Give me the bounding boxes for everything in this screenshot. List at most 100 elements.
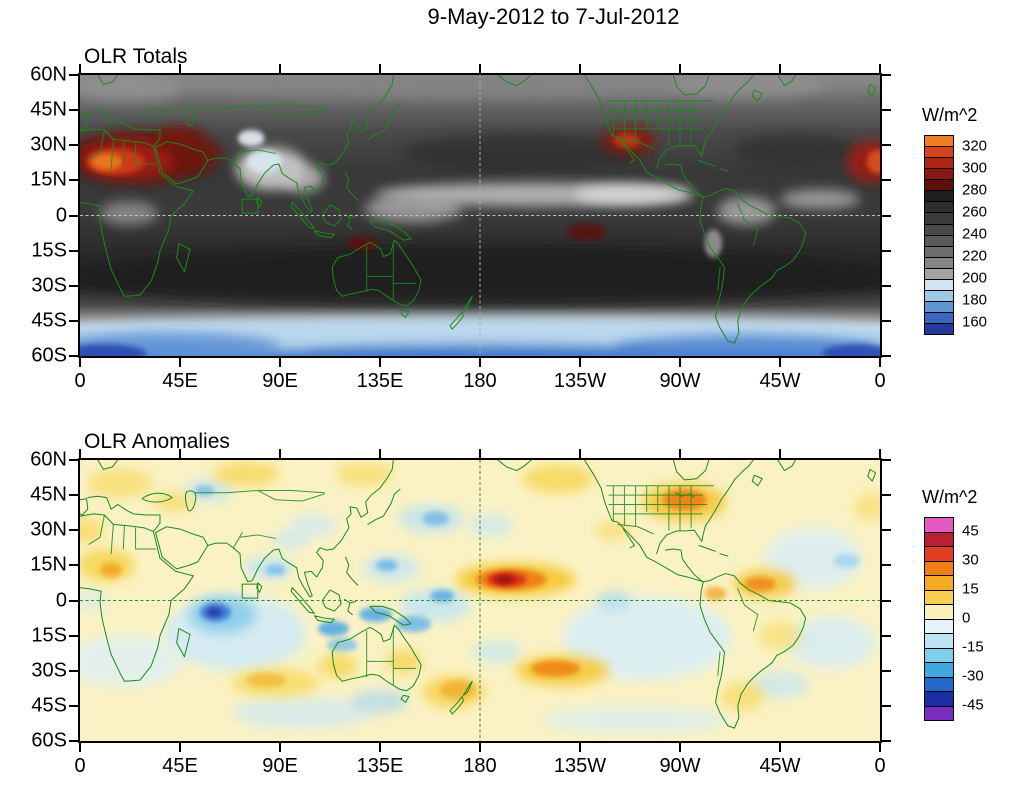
colorbar-box [925, 300, 953, 312]
axis-tick [79, 358, 81, 367]
map-anomalies [69, 449, 891, 752]
colorbar-box [925, 518, 953, 532]
colorbar-tick-label: 240 [962, 225, 988, 243]
colorbar-boxes [924, 517, 954, 721]
axis-tick [279, 64, 281, 73]
colorbar-box [925, 190, 953, 202]
panel-olr-anomalies: OLR Anomalies [0, 429, 1027, 788]
axis-tick [882, 634, 891, 637]
colorbar-tick-label: 15 [962, 580, 979, 598]
colorbar-box [925, 223, 953, 235]
colorbar-box [925, 618, 953, 633]
map-anomalies-svg [80, 460, 880, 741]
lon-tick-label: 90E [262, 370, 298, 392]
colorbar-box [925, 705, 953, 720]
panel-title-anomalies: OLR Anomalies [84, 430, 230, 453]
colorbar-tick-label: 180 [962, 291, 988, 309]
colorbar-box [925, 201, 953, 213]
colorbar-tick-label: 260 [962, 203, 988, 221]
axis-tick [882, 564, 891, 567]
colorbar-tick-label: 320 [962, 137, 988, 155]
lon-tick-label: 90W [659, 755, 701, 777]
axis-tick [882, 529, 891, 532]
lat-tick-label: 60S [31, 729, 67, 752]
axis-tick [79, 743, 81, 752]
colorbar-anomalies: W/m^2 45 30 15 0 -15 -30 -45 [920, 487, 1024, 747]
lat-axis: 60N 45N 30N 15N 0 15S 30S 45S 60S [0, 64, 71, 367]
axis-tick [679, 64, 681, 73]
colorbar-box [925, 289, 953, 301]
axis-tick [79, 449, 81, 458]
colorbar-tick-label: 45 [962, 522, 979, 540]
axis-tick [882, 284, 891, 287]
axis-tick [882, 319, 891, 322]
lon-tick-label: 45W [759, 755, 801, 777]
axis-tick [179, 358, 181, 367]
axis-tick [879, 743, 881, 752]
graticule [80, 75, 880, 356]
lat-tick-label: 60N [30, 63, 67, 86]
axis-tick [279, 449, 281, 458]
colorbar-box [925, 691, 953, 706]
axis-tick [579, 449, 581, 458]
colorbar-box [925, 157, 953, 169]
axis-tick [882, 599, 891, 602]
colorbar-tick-label: 220 [962, 247, 988, 265]
axis-tick [879, 449, 881, 458]
lat-tick-label: 15N [30, 168, 67, 191]
axis-tick [479, 449, 481, 458]
colorbar-box [925, 278, 953, 290]
lon-tick-label: 45E [162, 370, 198, 392]
colorbar-box [925, 531, 953, 546]
axis-tick [379, 64, 381, 73]
lon-axis: 0 45E 90E 135E 180 135W 90W 45W 0 [74, 370, 885, 396]
axis-tick [679, 358, 681, 367]
lat-tick-label: 0 [55, 589, 67, 611]
lat-tick-label: 45S [31, 694, 67, 717]
region-marker-box [242, 584, 258, 598]
axis-tick [779, 743, 781, 752]
lon-axis: 0 45E 90E 135E 180 135W 90W 45W 0 [74, 755, 885, 781]
lon-tick-label: 135E [356, 755, 404, 777]
axis-tick [882, 74, 891, 76]
colorbar-box [925, 136, 953, 147]
lon-tick-label: 45W [759, 370, 801, 392]
graticule [80, 460, 880, 741]
axis-tick [479, 358, 481, 367]
axis-tick [479, 64, 481, 73]
colorbar-box [925, 676, 953, 691]
axis-tick [679, 449, 681, 458]
colorbar-box [925, 589, 953, 604]
colorbar-tick-label: 30 [962, 551, 979, 569]
axis-tick [882, 179, 891, 182]
axis-tick [379, 743, 381, 752]
figure-title: 9-May-2012 to 7-Jul-2012 [427, 4, 680, 29]
axis-tick [882, 459, 891, 461]
lon-tick-label: 0 [874, 755, 886, 777]
axis-tick [579, 358, 581, 367]
axis-tick [179, 743, 181, 752]
axis-tick [882, 704, 891, 707]
colorbar-box [925, 146, 953, 158]
colorbar-tick-label: 300 [962, 159, 988, 177]
lat-axis: 60N 45N 30N 15N 0 15S 30S 45S 60S [0, 449, 71, 752]
lon-tick-label: 135W [553, 370, 607, 392]
axis-tick [479, 743, 481, 752]
panel-olr-totals: OLR Totals [0, 44, 1027, 416]
map-totals [69, 64, 891, 367]
axis-tick [379, 358, 381, 367]
lon-tick-label: 135W [553, 755, 607, 777]
lon-tick-label: 0 [74, 370, 86, 392]
lon-tick-label: 180 [463, 755, 497, 777]
colorbar-box [925, 212, 953, 224]
lon-tick-label: 90E [262, 755, 298, 777]
colorbar-box [925, 267, 953, 279]
axis-tick [882, 144, 891, 147]
map-totals-svg [80, 75, 880, 356]
colorbar-tick-label: -45 [962, 696, 984, 714]
axis-tick [882, 214, 891, 217]
colorbar-tick-label: 200 [962, 269, 988, 287]
lat-tick-label: 15N [30, 553, 67, 576]
lon-tick-label: 180 [463, 370, 497, 392]
colorbar-box [925, 179, 953, 191]
